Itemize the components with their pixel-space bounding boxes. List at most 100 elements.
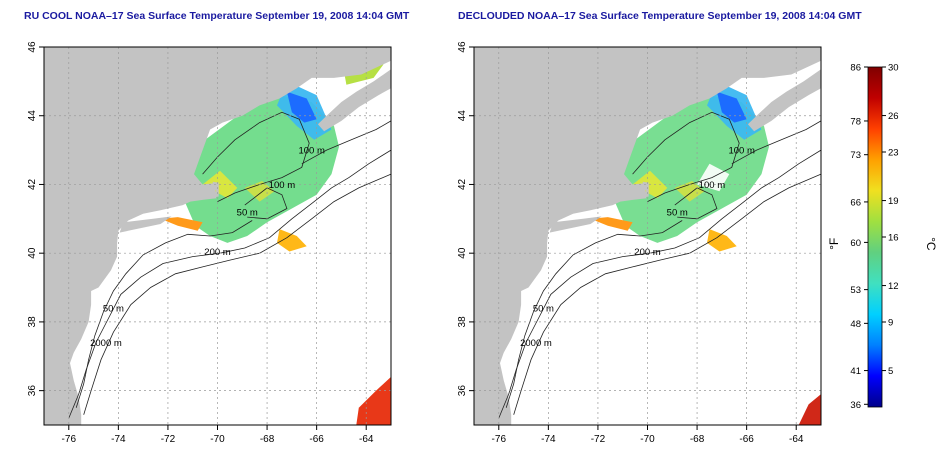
lon-tick-label: -74 — [111, 434, 126, 445]
lat-tick-label: 42 — [457, 178, 468, 190]
lat-tick-label: 44 — [27, 110, 38, 122]
lat-tick-label: 46 — [457, 41, 468, 53]
isobath-label: 50 m — [667, 207, 688, 218]
fahrenheit-tick-label: 60 — [850, 238, 861, 249]
isobath-lines — [68, 111, 392, 419]
landmass — [44, 47, 391, 425]
lat-tick-label: 42 — [27, 178, 38, 190]
fahrenheit-tick-label: 73 — [850, 150, 861, 161]
isobath-line — [632, 111, 740, 202]
fahrenheit-tick-label: 41 — [850, 366, 861, 377]
celsius-tick-label: 9 — [888, 318, 893, 329]
map-grid — [44, 46, 391, 425]
isobath-label: 50 m — [533, 304, 554, 315]
sst-patch-hot — [590, 217, 633, 231]
lon-tick-label: -68 — [690, 434, 705, 445]
celsius-tick-label: 5 — [888, 366, 893, 377]
temperature-colorbar-canvas: 30 26 23 19 16 12 9 5 86 78 73 66 60 53 48 41 36 °F °C — [827, 63, 938, 411]
isobath-line — [202, 111, 310, 202]
sst-patch-shelf — [610, 95, 769, 243]
right-map-title: DECLOUDED NOAA–17 Sea Surface Temperatur… — [458, 10, 862, 22]
isobath-line — [513, 173, 822, 415]
isobath-label: 2000 m — [90, 338, 122, 349]
lon-tick-label: -70 — [640, 434, 655, 445]
isobath-line — [75, 220, 253, 408]
sst-map-cool: 100 m 100 m 50 m 200 m 50 m 2000 m -76 -74 -72 -7… — [27, 41, 394, 445]
fahrenheit-tick-label: 48 — [850, 319, 861, 330]
celsius-tick-label: 12 — [888, 281, 899, 292]
fahrenheit-tick-label: 78 — [850, 116, 861, 127]
lon-tick-label: -76 — [62, 434, 77, 445]
lon-tick-label: -66 — [309, 434, 324, 445]
isobath-line — [244, 187, 288, 220]
celsius-tick-label: 26 — [888, 111, 899, 122]
isobath-line — [83, 173, 392, 415]
isobath-line — [505, 220, 683, 408]
lat-tick-label: 40 — [457, 247, 468, 259]
isobath-label: 100 m — [269, 180, 295, 191]
lon-tick-label: -66 — [739, 434, 754, 445]
lat-tick-label: 44 — [457, 110, 468, 122]
isobath-label: 100 m — [699, 180, 725, 191]
lat-tick-label: 36 — [27, 385, 38, 397]
map-grid — [474, 46, 821, 425]
landmass-long-island — [549, 216, 602, 233]
isobath-label: 100 m — [298, 146, 324, 157]
lat-tick-label: 38 — [27, 316, 38, 328]
landmass-nova-scotia — [747, 69, 821, 132]
temperature-colorbar: 30 26 23 19 16 12 9 5 86 78 73 66 60 53 48 41 36 °F °C — [827, 58, 940, 418]
sst-patch-coldest — [716, 91, 747, 123]
lat-tick-label: 38 — [457, 316, 468, 328]
isobath-line — [498, 149, 822, 419]
sst-patch-gulfstream — [798, 394, 821, 425]
lat-tick-label: 46 — [27, 41, 38, 53]
sst-patch-hot — [160, 217, 203, 231]
lon-tick-label: -72 — [161, 434, 176, 445]
lon-tick-label: -70 — [210, 434, 225, 445]
fahrenheit-tick-label: 36 — [850, 400, 861, 411]
sst-patch-gulfstream — [356, 376, 391, 425]
fahrenheit-tick-label: 53 — [850, 285, 861, 296]
lon-tick-label: -72 — [591, 434, 606, 445]
isobath-label: 100 m — [728, 146, 754, 157]
isobath-line — [731, 120, 822, 165]
cloud-gap — [751, 194, 767, 212]
celsius-tick-label: 23 — [888, 148, 899, 159]
lon-tick-label: -76 — [492, 434, 507, 445]
isobath-label: 50 m — [103, 304, 124, 315]
landmass-cape — [200, 181, 219, 200]
landmass-cape — [630, 181, 649, 200]
celsius-tick-label: 30 — [888, 63, 899, 74]
sst-patch-shelf — [180, 95, 339, 243]
lon-tick-label: -64 — [359, 434, 374, 445]
fahrenheit-tick-label: 66 — [850, 197, 861, 208]
left-map-title: RU COOL NOAA–17 Sea Surface Temperature … — [24, 10, 410, 22]
fahrenheit-unit-label: °F — [827, 238, 841, 250]
isobath-line — [68, 149, 392, 419]
colorbar-gradient — [867, 66, 883, 408]
isobath-label: 50 m — [237, 207, 258, 218]
isobath-label: 2000 m — [520, 338, 552, 349]
isobath-line — [301, 120, 392, 165]
landmass-long-island — [119, 216, 172, 233]
map-axes: -76 -74 -72 -70 -68 -66 -64 36 38 40 42 44 46 — [457, 41, 804, 445]
fahrenheit-tick-label: 86 — [850, 63, 861, 74]
lat-tick-label: 40 — [27, 247, 38, 259]
sst-patch-hot — [277, 229, 307, 252]
celsius-tick-label: 19 — [888, 196, 899, 207]
isobath-label: 200 m — [204, 247, 230, 258]
isobath-lines — [498, 111, 822, 419]
landmass-nova-scotia — [317, 69, 391, 132]
map-axes: -76 -74 -72 -70 -68 -66 -64 36 38 40 42 44 46 — [27, 41, 374, 445]
lon-tick-label: -68 — [260, 434, 275, 445]
celsius-unit-label: °C — [924, 237, 938, 251]
sst-patch-hot — [707, 229, 737, 252]
sst-patch-warm — [244, 181, 275, 202]
landmass — [474, 47, 821, 425]
lon-tick-label: -64 — [789, 434, 804, 445]
sst-patch-warm — [674, 181, 705, 202]
lat-tick-label: 36 — [457, 385, 468, 397]
isobath-label: 200 m — [634, 247, 660, 258]
